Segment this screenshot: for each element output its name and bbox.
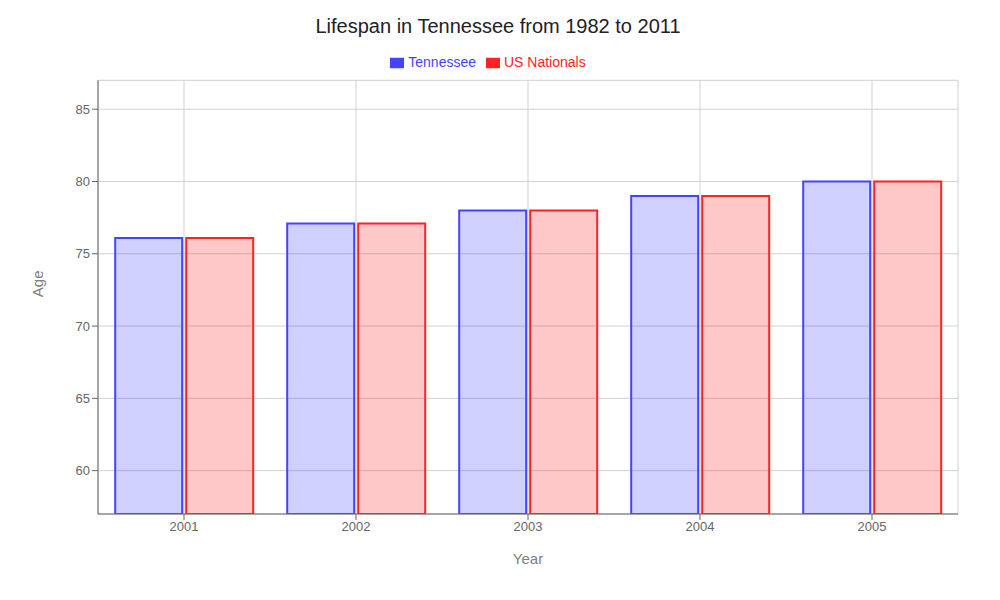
svg-text:Year: Year (513, 550, 543, 567)
html-text:US Nationals: US Nationals (504, 54, 586, 70)
html-text:Tennessee: Tennessee (408, 54, 476, 70)
svg-text:80: 80 (76, 174, 90, 189)
svg-text:70: 70 (76, 319, 90, 334)
svg-text:65: 65 (76, 391, 90, 406)
svg-text:85: 85 (76, 102, 90, 117)
svg-text:2001: 2001 (170, 519, 199, 534)
svg-text:Age: Age (29, 270, 46, 297)
svg-text:2004: 2004 (686, 519, 715, 534)
svg-text:2005: 2005 (858, 519, 887, 534)
html-text:Lifespan in Tennessee from 198: Lifespan in Tennessee from 1982 to 2011 (315, 15, 681, 37)
svg-text:60: 60 (76, 463, 90, 478)
svg-text:75: 75 (76, 246, 90, 261)
svg-text:2002: 2002 (342, 519, 371, 534)
svg-text:2003: 2003 (514, 519, 543, 534)
